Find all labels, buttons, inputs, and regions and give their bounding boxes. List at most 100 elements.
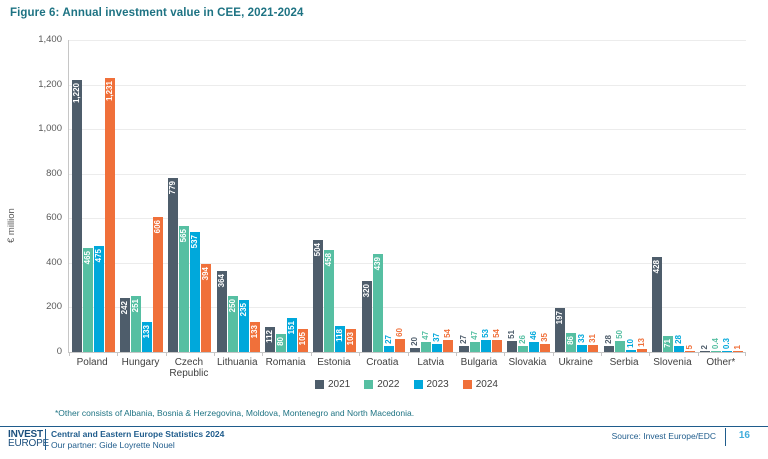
x-tick-mark: [407, 352, 409, 356]
bar-2024-romania: 105: [298, 329, 309, 352]
bar-2022-serbia: 50: [614, 330, 625, 352]
x-tick-mark: [214, 352, 216, 356]
bar-2022-slovakia: 26: [517, 335, 528, 352]
bar-value-label: 465: [82, 251, 92, 265]
bar-2023-romania: 151: [287, 318, 298, 352]
x-axis-label-hungary: Hungary: [121, 357, 160, 368]
gridline: [69, 218, 746, 220]
bar-2021-slovenia: 428: [651, 257, 662, 352]
bar-value-label: 242: [120, 301, 130, 315]
bar-2023-slovakia: 46: [528, 331, 539, 352]
footer-doc-title: Central and Eastern Europe Statistics 20…: [51, 429, 225, 439]
bar-2024-estonia: 103: [346, 329, 357, 352]
x-tick-mark: [504, 352, 506, 356]
x-tick-mark: [165, 352, 167, 356]
x-axis-label-ukraine: Ukraine: [558, 357, 593, 368]
x-axis-label-slovenia: Slovenia: [653, 357, 692, 368]
bar-2021-croatia: 320: [361, 281, 372, 352]
bar-2021-romania: 112: [265, 327, 276, 352]
x-tick-mark: [310, 352, 312, 356]
bar-value-label: 5: [684, 344, 694, 349]
x-tick-mark: [649, 352, 651, 356]
x-tick-mark: [455, 352, 457, 356]
legend-swatch-2022: [364, 380, 374, 389]
x-tick-mark: [697, 352, 699, 356]
bar-2023-ukraine: 33: [577, 334, 588, 352]
bar-2021-serbia: 28: [603, 335, 614, 352]
gridline: [69, 129, 746, 131]
legend-item-2021: 2021: [315, 379, 350, 390]
x-axis-label-estonia: Estonia: [317, 357, 351, 368]
gridline: [69, 173, 746, 175]
bar-value-label: 1,231: [104, 81, 114, 102]
x-axis-label-latvia: Latvia: [417, 357, 445, 368]
y-tick-label: 400: [46, 256, 62, 268]
bar-value-label: 0.4: [711, 337, 721, 349]
x-axis-label-poland: Poland: [76, 357, 108, 368]
bar-value-label: 80: [276, 337, 286, 346]
bar-value-label: 103: [346, 332, 356, 346]
bar-value-label: 250: [227, 299, 237, 313]
bar-value-label: 606: [153, 220, 163, 234]
y-tick-label: 1,200: [38, 78, 62, 90]
legend-item-2022: 2022: [364, 379, 400, 390]
x-axis-label-lithuania: Lithuania: [216, 357, 258, 368]
x-tick-mark: [69, 352, 70, 356]
gridline: [69, 307, 746, 309]
bar-2024-serbia: 13: [636, 338, 647, 352]
bar-value-label: 31: [588, 334, 598, 343]
bar-value-label: 2: [700, 344, 710, 349]
legend-item-2023: 2023: [413, 379, 449, 390]
page-number: 16: [738, 430, 750, 441]
x-axis-label-croatia: Croatia: [366, 357, 399, 368]
bar-value-label: 33: [577, 334, 587, 343]
bar-2024-bulgaria: 54: [491, 329, 502, 352]
bar-value-label: 537: [190, 235, 200, 249]
logo-europe: EUROPE: [8, 438, 50, 449]
bar-2024-hungary: 606: [153, 217, 164, 352]
bar-2021-latvia: 20: [410, 337, 421, 352]
bar-2023-estonia: 118: [335, 326, 346, 352]
bar-2022-poland: 465: [82, 248, 93, 352]
x-tick-mark: [745, 352, 746, 356]
bar-2024-lithuania: 133: [249, 322, 260, 352]
bar-2021-ukraine: 197: [555, 308, 566, 352]
footer-vertical-divider: [45, 429, 46, 450]
bar-value-label: 1: [733, 344, 743, 349]
bar-value-label: 54: [443, 329, 453, 338]
bar-value-label: 53: [480, 329, 490, 338]
footer-text-block: Central and Eastern Europe Statistics 20…: [51, 429, 224, 451]
bar-2021-lithuania: 364: [216, 271, 227, 352]
y-tick-label: 1,000: [38, 123, 62, 135]
bar-value-label: 71: [662, 339, 672, 348]
bar-value-label: 60: [394, 328, 404, 337]
bar-2023-other-: 0.3: [722, 338, 733, 352]
legend-swatch-2023: [413, 380, 423, 389]
bar-value-label: 20: [410, 337, 420, 346]
bar-2021-slovakia: 51: [506, 330, 517, 352]
bar-value-label: 47: [469, 331, 479, 340]
bar-2023-serbia: 10: [625, 339, 636, 352]
y-tick-label: 0: [56, 346, 62, 357]
bar-value-label: 439: [372, 257, 382, 271]
bar-value-label: 118: [335, 329, 345, 342]
bar-2024-ukraine: 31: [588, 334, 599, 352]
bar-2023-hungary: 133: [142, 322, 153, 352]
bar-2023-czech-republic: 537: [190, 232, 201, 352]
bar-2023-slovenia: 28: [673, 335, 684, 352]
bar-2023-latvia: 37: [432, 333, 443, 352]
bar-value-label: 28: [673, 335, 683, 344]
x-tick-mark: [359, 352, 361, 356]
bar-value-label: 27: [383, 335, 393, 344]
footnote: *Other consists of Albania, Bosnia & Her…: [55, 408, 415, 418]
footer-divider-line: [0, 426, 768, 427]
bar-value-label: 197: [555, 311, 565, 325]
bar-value-label: 47: [421, 331, 431, 340]
legend-label-2022: 2022: [377, 379, 400, 390]
bar-2024-slovenia: 5: [684, 345, 695, 352]
logo-invest: INVEST: [8, 429, 43, 440]
x-tick-mark: [262, 352, 264, 356]
bar-value-label: 37: [432, 333, 442, 342]
gridline: [69, 84, 746, 86]
invest-europe-logo: INVEST EUROPE: [8, 429, 50, 449]
